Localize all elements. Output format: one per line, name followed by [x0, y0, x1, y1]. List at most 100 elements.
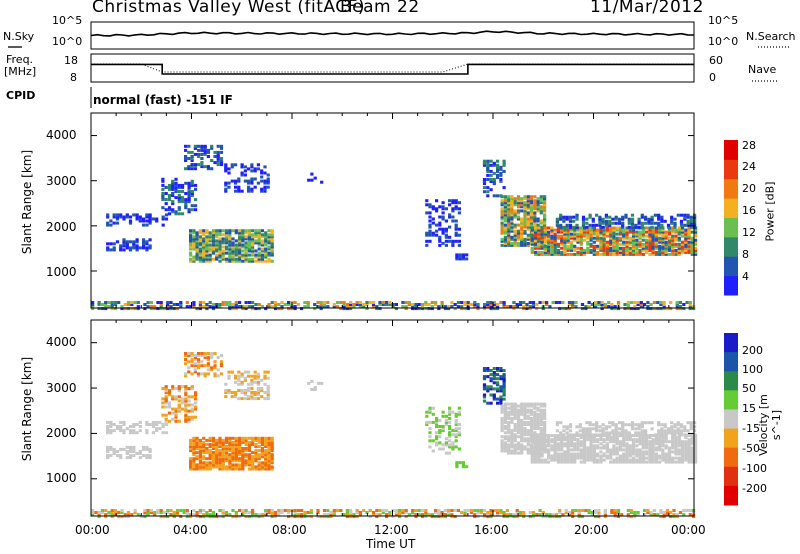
heatmap-cell [693, 219, 697, 223]
heatmap-cell [658, 252, 662, 256]
heatmap-cell [503, 205, 507, 209]
heatmap-cell [167, 206, 172, 210]
heatmap-cell [677, 228, 681, 232]
heatmap-cell [573, 244, 577, 248]
heatmap-cell [243, 173, 247, 177]
heatmap-cell [591, 219, 595, 223]
heatmap-cell [628, 246, 632, 250]
heatmap-cell [679, 431, 684, 435]
heatmap-cell [690, 456, 694, 460]
heatmap-cell [228, 443, 232, 446]
heatmap-cell [260, 187, 264, 191]
heatmap-cell [654, 448, 658, 452]
heatmap-cell [677, 458, 681, 462]
heatmap-cell [611, 221, 615, 225]
heatmap-cell [612, 448, 616, 452]
nsky-tick-top: 10^5 [52, 14, 83, 27]
heatmap-cell [444, 437, 448, 441]
heatmap-cell [687, 236, 691, 240]
heatmap-cell [622, 444, 626, 448]
heatmap-cell [221, 245, 225, 249]
heatmap-cell [218, 449, 222, 453]
heatmap-cell [257, 455, 261, 459]
heatmap-cell [189, 231, 193, 235]
heatmap-cell [238, 449, 242, 453]
heatmap-cell [238, 247, 242, 251]
heatmap-cell [205, 511, 209, 514]
heatmap-cell [260, 443, 264, 446]
date-label: 11/Mar/2012 [590, 0, 704, 17]
heatmap-cell [195, 455, 199, 459]
heatmap-cell [560, 438, 564, 442]
heatmap-cell [507, 435, 511, 439]
heatmap-cell [605, 246, 609, 250]
heatmap-cell [177, 183, 181, 187]
vel-y-tick-1000: 1000 [46, 471, 77, 485]
heatmap-cell [513, 211, 517, 215]
heatmap-cell [530, 444, 534, 448]
heatmap-cell [617, 221, 622, 225]
power-y-tick-4000: 4000 [46, 128, 77, 142]
heatmap-cell [135, 246, 139, 250]
heatmap-cell [640, 225, 644, 229]
heatmap-cell [264, 461, 268, 465]
heatmap-cell [563, 252, 567, 256]
heatmap-cell [625, 444, 629, 448]
heatmap-cell [221, 451, 225, 455]
heatmap-cell [254, 259, 258, 263]
heatmap-cell [184, 362, 188, 366]
heatmap-cell [431, 420, 435, 424]
heatmap-cell [465, 253, 469, 257]
heatmap-cell [613, 307, 617, 311]
heatmap-cell [500, 408, 504, 412]
heatmap-cell [563, 450, 567, 454]
heatmap-cell [428, 445, 432, 449]
heatmap-cell [547, 452, 551, 456]
heatmap-cell [661, 232, 665, 236]
heatmap-cell [234, 440, 238, 444]
heatmap-cell [507, 406, 511, 410]
heatmap-cell [585, 431, 589, 435]
heatmap-cell [540, 236, 544, 240]
heatmap-cell [647, 217, 651, 221]
heatmap-cell [251, 436, 255, 440]
heatmap-cell [205, 257, 209, 261]
heatmap-cell [651, 248, 655, 252]
heatmap-cell [454, 205, 458, 209]
heatmap-cell [516, 243, 521, 247]
heatmap-cell [227, 391, 231, 394]
heatmap-cell [550, 228, 554, 232]
heatmap-cell [543, 203, 547, 207]
heatmap-cell [177, 385, 181, 389]
heatmap-cell [573, 238, 577, 242]
heatmap-cell [267, 463, 271, 467]
heatmap-cell [228, 245, 232, 249]
heatmap-cell [469, 511, 474, 514]
heatmap-cell [228, 241, 232, 245]
heatmap-cell [638, 450, 642, 454]
heatmap-cell [540, 244, 544, 248]
heatmap-cell [680, 440, 685, 444]
heatmap-cell [106, 425, 110, 428]
heatmap-cell [689, 423, 693, 427]
heatmap-cell [119, 447, 123, 451]
heatmap-cell [260, 253, 264, 257]
heatmap-cell [523, 427, 527, 431]
heatmap-cell [267, 245, 271, 249]
heatmap-cell [543, 205, 547, 209]
heatmap-cell [482, 190, 487, 194]
heatmap-cell [596, 452, 600, 456]
heatmap-cell [112, 450, 116, 453]
heatmap-cell [280, 509, 284, 512]
heatmap-cell [192, 453, 196, 457]
heatmap-cell [579, 234, 583, 238]
heatmap-cell [520, 219, 524, 223]
heatmap-cell [656, 307, 660, 311]
heatmap-cell [355, 509, 359, 512]
heatmap-cell [244, 231, 248, 235]
heatmap-cell [187, 165, 191, 169]
heatmap-cell [645, 226, 649, 230]
heatmap-cell [684, 234, 688, 238]
heatmap-cell [579, 232, 583, 236]
heatmap-cell [234, 243, 238, 247]
